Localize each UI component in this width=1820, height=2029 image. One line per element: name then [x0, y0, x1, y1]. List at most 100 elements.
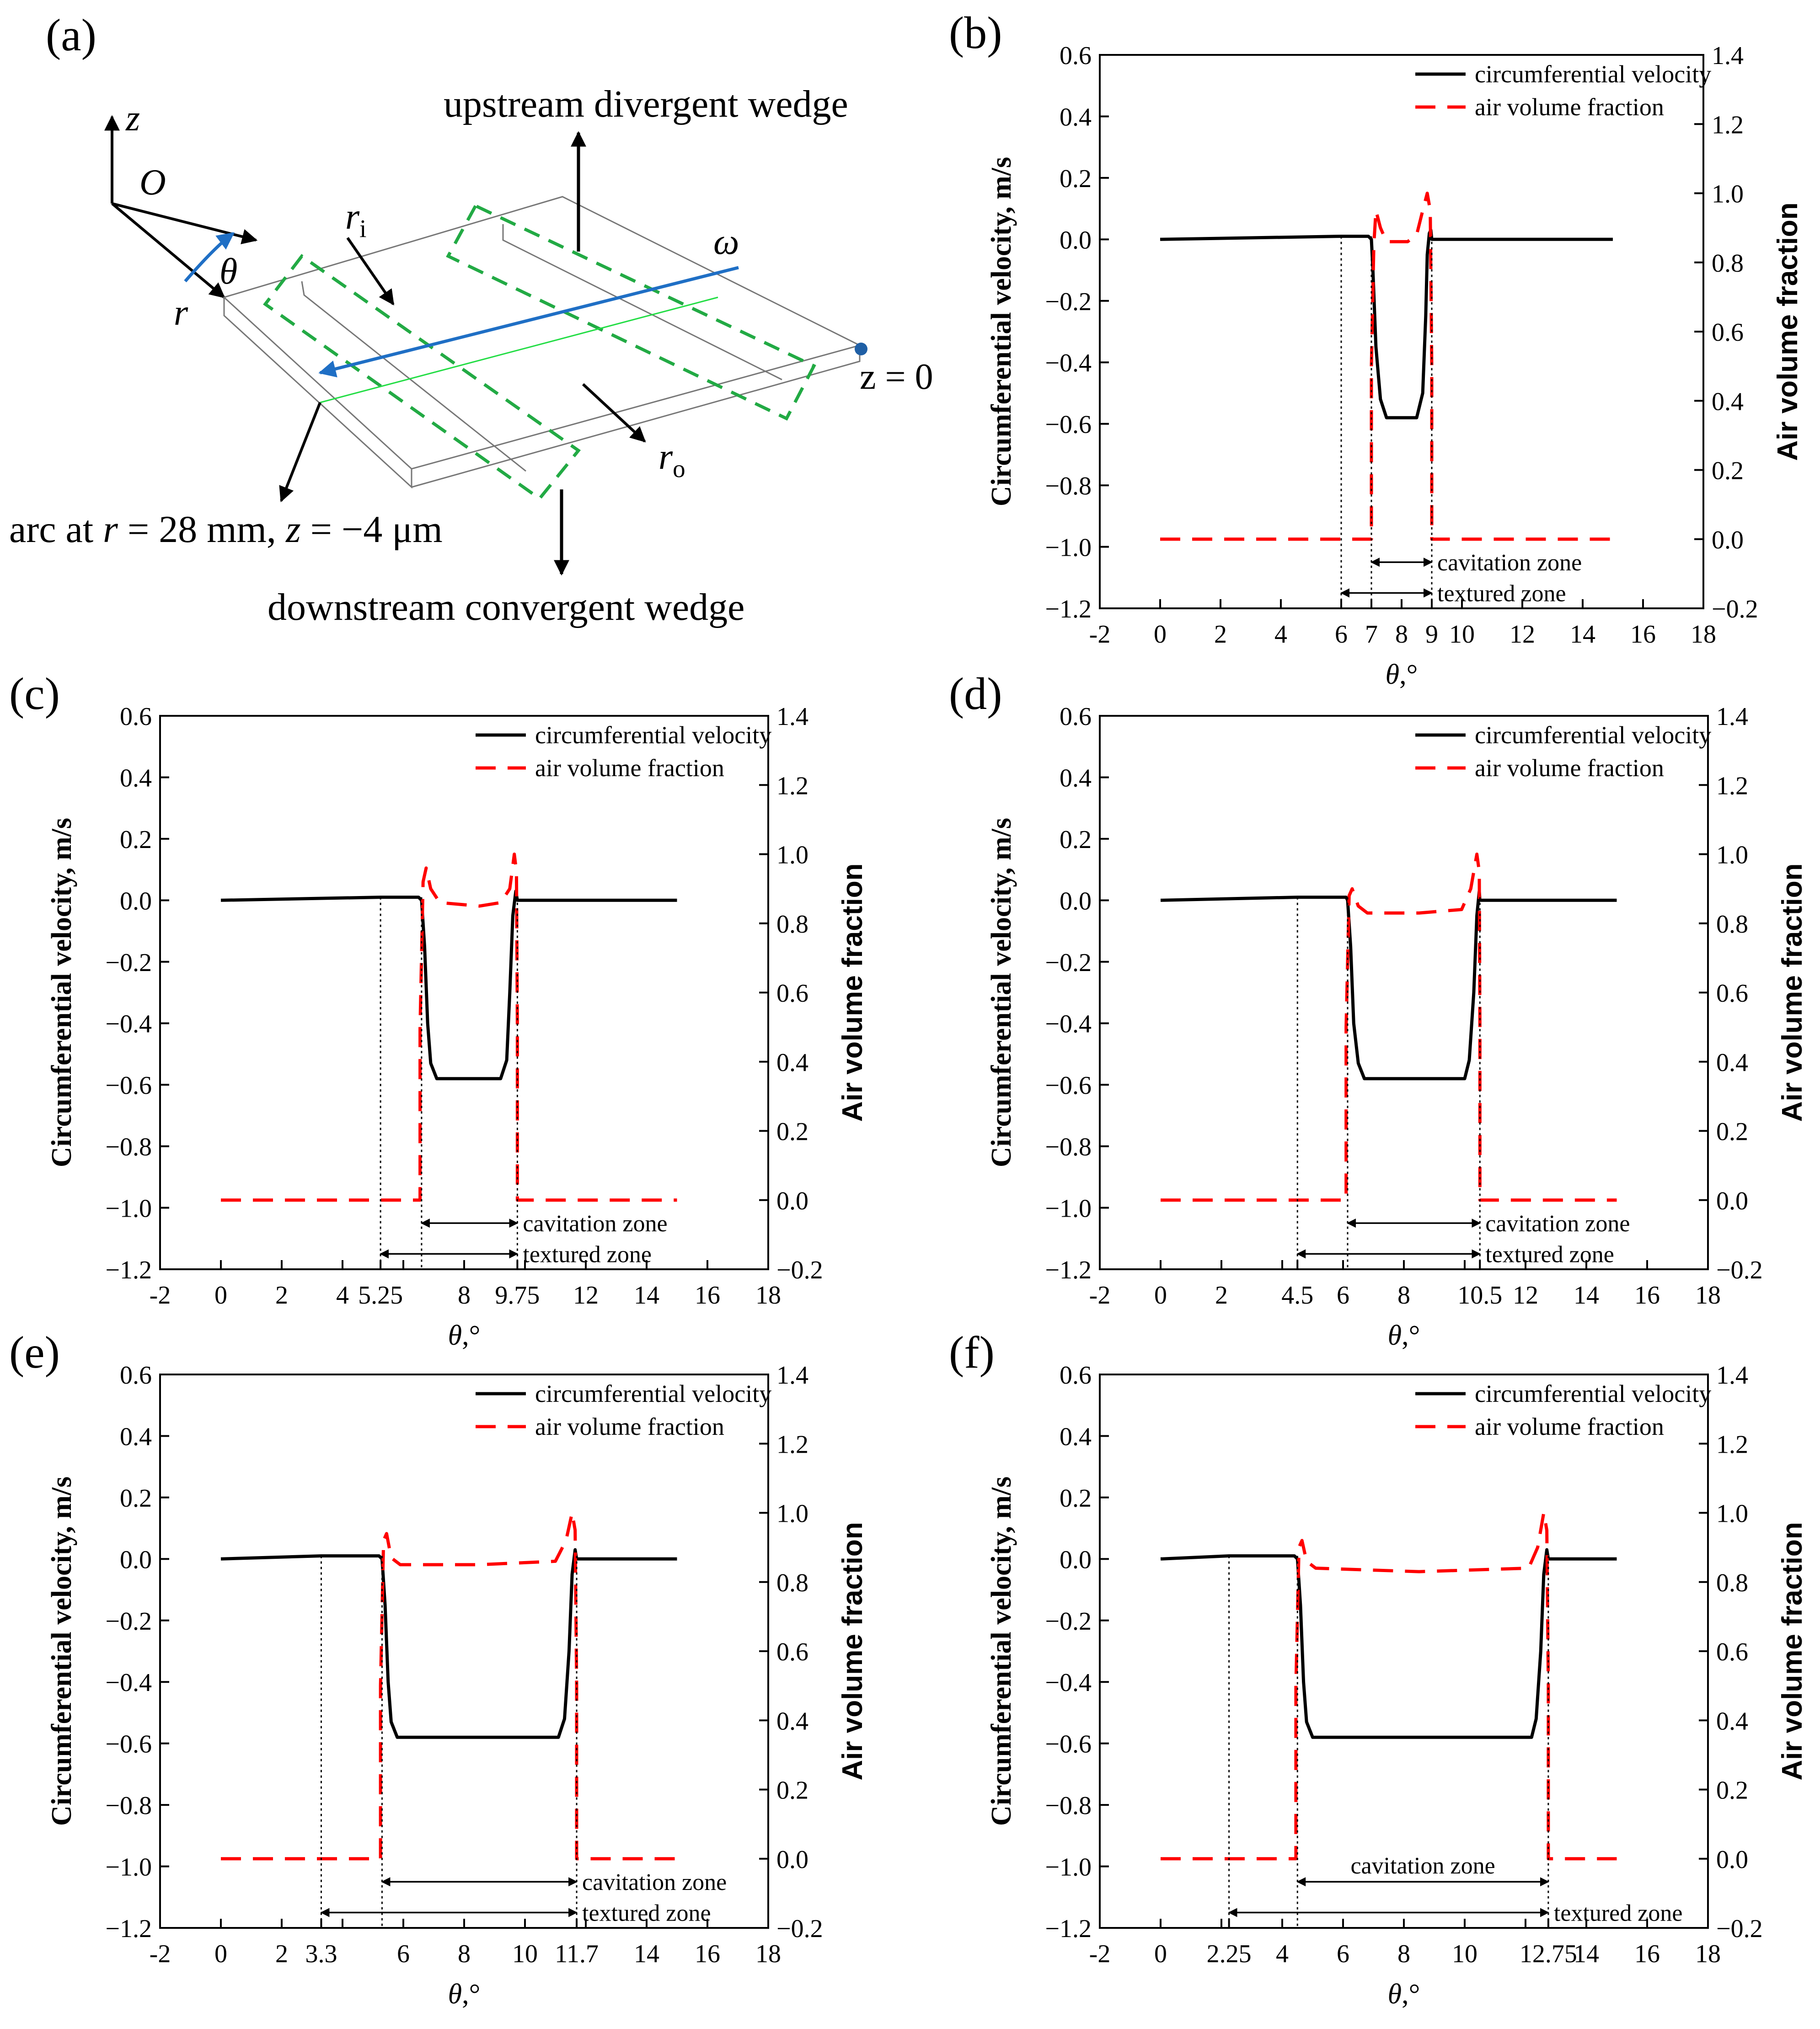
- x-axis-label: θ,°: [1388, 1320, 1420, 1351]
- x-tick-label: 18: [755, 1940, 781, 1968]
- x-tick-label: 10.5: [1457, 1281, 1502, 1310]
- r-inner-arrow: [346, 237, 395, 306]
- x-tick-label: 16: [1634, 1940, 1660, 1968]
- x-tick-label: 14: [1570, 620, 1595, 649]
- y-axis-label: Circumferential velocity, m/s: [986, 1476, 1017, 1826]
- y-tick-label: 0.6: [1060, 703, 1092, 731]
- x-tick-label: 14: [1574, 1281, 1599, 1310]
- r-outer-arrow: [582, 383, 646, 443]
- y2-tick-label: 0.4: [1716, 1707, 1748, 1735]
- y2-tick-label: 0.2: [1712, 457, 1744, 485]
- y-tick-label: 0.2: [120, 1484, 152, 1513]
- y2-tick-label: 0.6: [1716, 1638, 1748, 1666]
- y-tick-label: −0.2: [1045, 288, 1092, 316]
- air-volume-fraction-line: [1161, 1511, 1617, 1861]
- y-tick-label: −0.2: [105, 1607, 152, 1636]
- x-tick-label: 6: [1335, 620, 1348, 649]
- y-tick-label: −1.0: [1045, 1195, 1092, 1223]
- plot-frame: [1099, 715, 1709, 1270]
- x-tick-label: 5.25: [358, 1281, 403, 1310]
- arc-pointer-arrow: [279, 402, 321, 503]
- y2-tick-label: 0.8: [776, 1569, 808, 1597]
- y2-tick-label: 0.2: [776, 1777, 808, 1805]
- textured-zone-label: textured zone: [523, 1241, 652, 1267]
- charts: (b) cavitation zone textured zone -2 0 2 4 6 8 10…: [9, 7, 1808, 2010]
- x-tick-label: 2: [1214, 620, 1227, 649]
- air-volume-fraction-line: [1160, 192, 1613, 541]
- y-tick-label: 0.0: [1060, 226, 1092, 254]
- x-tick-label: 6: [1337, 1940, 1349, 1968]
- circumferential-velocity-line: [220, 889, 677, 1080]
- y-tick-label: −1.2: [1045, 1915, 1092, 1943]
- x-tick-label: 9: [1425, 620, 1438, 649]
- x-tick-label: 2.25: [1207, 1940, 1252, 1968]
- legend-label-air-fraction: air volume fraction: [535, 754, 724, 782]
- x-tick-label: 4.5: [1281, 1281, 1313, 1310]
- y2-tick-label: 0.8: [776, 910, 808, 939]
- y2-tick-label: 0.0: [776, 1187, 808, 1215]
- x-tick-label: 12.75: [1520, 1940, 1577, 1968]
- legend-label-air-fraction: air volume fraction: [1475, 754, 1664, 782]
- x-tick-label: 10: [1452, 1940, 1477, 1968]
- textured-zone-boundaries: [263, 204, 816, 501]
- y2-tick-label: 0.4: [1716, 1048, 1748, 1077]
- y2-tick-label: 0.8: [1716, 910, 1748, 939]
- x-tick-label: 18: [755, 1281, 781, 1310]
- x-tick-label: 8: [458, 1281, 471, 1310]
- y-tick-label: 0.4: [1060, 1422, 1092, 1451]
- x-tick-label: 14: [634, 1940, 659, 1968]
- y2-tick-label: −0.2: [1716, 1915, 1763, 1943]
- omega-label: ω: [713, 222, 739, 262]
- y-tick-label: −0.2: [1045, 1607, 1092, 1636]
- r-inner-label: ri: [345, 197, 366, 242]
- x-tick-label: -2: [1089, 620, 1111, 649]
- y-tick-label: −1.0: [1045, 1853, 1092, 1882]
- x-tick-label: 18: [1691, 620, 1716, 649]
- omega-direction-arrow: [318, 266, 739, 378]
- y-axis-label: Circumferential velocity, m/s: [46, 818, 77, 1167]
- x-tick-label: 8: [458, 1940, 471, 1968]
- y-tick-label: 0.0: [1060, 1546, 1092, 1574]
- y2-tick-label: 1.0: [1712, 180, 1744, 209]
- y2-tick-label: 0.0: [1712, 526, 1744, 554]
- y-tick-label: −0.6: [105, 1072, 152, 1100]
- x-tick-label: 4: [336, 1281, 349, 1310]
- y-tick-label: −0.4: [1045, 1669, 1092, 1697]
- circumferential-velocity-line: [220, 1548, 677, 1739]
- plot-frame: [1099, 1374, 1709, 1929]
- y-tick-label: −0.8: [105, 1792, 152, 1820]
- y2-tick-label: 0.6: [1712, 318, 1744, 347]
- x-tick-label: -2: [150, 1281, 171, 1310]
- x-tick-label: 16: [1634, 1281, 1660, 1310]
- y-tick-label: −0.2: [105, 949, 152, 977]
- y-tick-label: 0.6: [120, 1361, 152, 1390]
- x-tick-label: -2: [1089, 1281, 1111, 1310]
- y2-tick-label: 0.8: [1716, 1569, 1748, 1597]
- x-tick-label: 12: [573, 1281, 599, 1310]
- panel-label: (e): [9, 1327, 60, 1378]
- x-tick-label: 7: [1365, 620, 1378, 649]
- y-tick-label: −0.6: [1045, 411, 1092, 439]
- panel-label: (c): [9, 668, 60, 719]
- y2-tick-label: 1.0: [776, 1500, 808, 1528]
- y-tick-label: −1.0: [105, 1853, 152, 1882]
- sector-outline: [223, 196, 862, 489]
- y2-tick-label: −0.2: [1712, 595, 1758, 623]
- cavitation-zone-label: cavitation zone: [1485, 1211, 1630, 1237]
- y-tick-label: 0.4: [120, 1422, 152, 1451]
- x-tick-label: -2: [1089, 1940, 1111, 1968]
- y-tick-label: 0.2: [1060, 1484, 1092, 1513]
- x-tick-label: 3.3: [305, 1940, 337, 1968]
- y-tick-label: −1.2: [1045, 595, 1092, 623]
- x-tick-label: 9.75: [495, 1281, 540, 1310]
- x-tick-label: 10: [1449, 620, 1475, 649]
- air-volume-fraction-line: [1161, 853, 1617, 1202]
- panel-label: (b): [949, 7, 1002, 58]
- cavitation-zone-label: cavitation zone: [523, 1211, 667, 1237]
- legend-label-velocity: circumferential velocity: [1475, 721, 1711, 749]
- y2-axis-label: Air volume fraction: [1777, 1522, 1808, 1781]
- y-tick-label: −0.4: [1045, 1010, 1092, 1038]
- origin-label: O: [139, 162, 166, 203]
- y-tick-label: −0.6: [1045, 1072, 1092, 1100]
